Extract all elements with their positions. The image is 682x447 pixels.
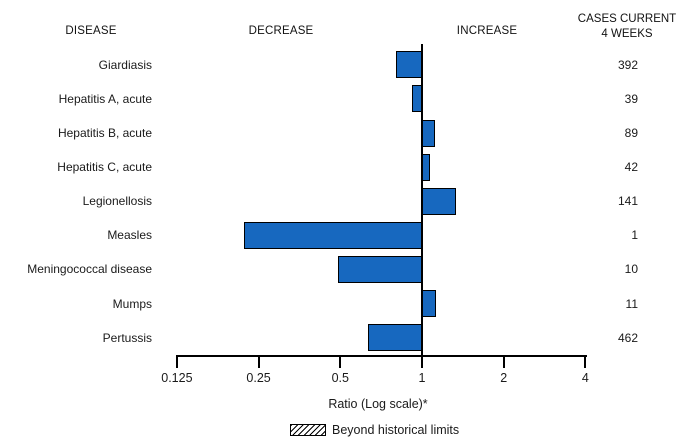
cases-value: 1 <box>631 228 638 243</box>
ratio-bar <box>243 221 422 249</box>
column-header-increase: INCREASE <box>456 25 518 37</box>
disease-label: Hepatitis A, acute <box>58 91 152 106</box>
x-axis-tick-label: 1 <box>418 371 426 385</box>
x-axis <box>175 355 587 357</box>
cases-value: 39 <box>624 91 638 106</box>
x-axis-tick <box>175 357 178 368</box>
column-header-disease: DISEASE <box>65 25 117 37</box>
disease-label: Measles <box>107 228 152 243</box>
x-axis-tick <box>502 357 505 368</box>
ratio-bar <box>337 255 422 283</box>
ratio-bar <box>395 51 422 79</box>
x-axis-title: Ratio (Log scale)* <box>328 397 428 411</box>
legend-label: Beyond historical limits <box>332 423 460 437</box>
x-axis-tick <box>339 357 342 368</box>
cases-value: 42 <box>624 160 638 175</box>
cases-value: 11 <box>625 296 638 311</box>
disease-label: Hepatitis B, acute <box>57 126 152 140</box>
disease-label: Hepatitis C, acute <box>57 160 152 175</box>
disease-label: Giardiasis <box>98 57 152 72</box>
ratio-bar <box>422 153 430 181</box>
cases-value: 462 <box>617 330 638 345</box>
ratio-bar <box>422 119 436 147</box>
x-axis-tick-label: 0.125 <box>161 371 193 385</box>
disease-label: Pertussis <box>102 330 152 345</box>
cases-header-line2: 4 WEEKS <box>601 28 653 40</box>
x-axis-tick-label: 4 <box>581 371 589 385</box>
ratio-bar <box>422 290 437 317</box>
cases-value: 10 <box>624 262 638 277</box>
x-axis-tick-label: 0.25 <box>246 371 271 385</box>
x-axis-tick <box>584 357 587 368</box>
x-axis-tick-label: 0.5 <box>331 371 349 385</box>
cases-header-line1: CASES CURRENT <box>577 13 677 25</box>
disease-label: Mumps <box>112 296 152 311</box>
x-axis-tick-label: 2 <box>500 371 508 385</box>
column-header-decrease: DECREASE <box>248 25 314 37</box>
disease-label: Meningococcal disease <box>27 262 152 277</box>
x-axis-tick <box>257 357 260 368</box>
legend: Beyond historical limits <box>290 423 459 437</box>
cases-value: 89 <box>624 126 638 140</box>
hatched-swatch-icon <box>290 424 326 436</box>
baseline-ratio-1 <box>421 44 423 357</box>
cases-value: 141 <box>617 194 638 209</box>
ratio-bar <box>367 324 422 352</box>
disease-label: Legionellosis <box>82 194 152 209</box>
column-header-cases-current-4-weeks: CASES CURRENT 4 WEEKS <box>578 12 676 42</box>
x-axis-tick <box>421 357 423 368</box>
cases-value: 392 <box>617 57 638 72</box>
ratio-bar <box>422 187 457 215</box>
